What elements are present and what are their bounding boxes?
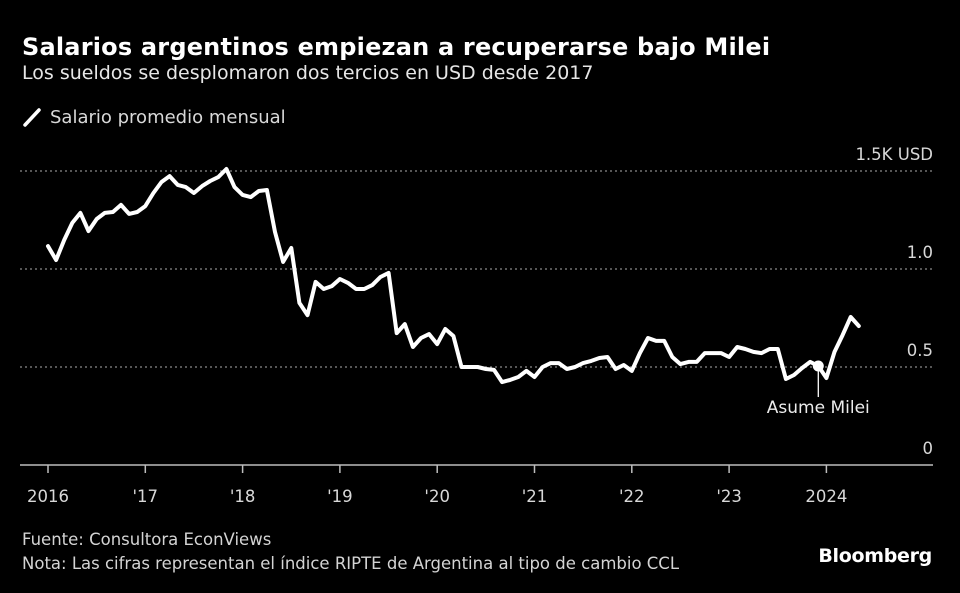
- gridlines: [20, 170, 933, 368]
- annotation-marker: [812, 360, 824, 372]
- line-slash-icon: [23, 108, 41, 127]
- x-tick-label: '19: [327, 487, 353, 506]
- x-tick-label: 2024: [805, 487, 847, 506]
- y-axis-labels: 1.5K USD 1.0 0.5 0: [855, 145, 933, 458]
- x-tick-label: 2016: [27, 487, 69, 506]
- bloomberg-logo: Bloomberg: [818, 545, 932, 567]
- footnote: Nota: Las cifras representan el índice R…: [22, 554, 680, 573]
- legend: Salario promedio mensual: [22, 104, 286, 130]
- y-tick-label: 1.0: [907, 243, 933, 262]
- chart-subtitle: Los sueldos se desplomaron dos tercios e…: [22, 62, 594, 84]
- y-tick-label: 0.5: [907, 341, 933, 360]
- x-tick-label: '17: [133, 487, 159, 506]
- x-tick-label: '23: [716, 487, 742, 506]
- series-line-salario: [46, 167, 861, 385]
- chart-title: Salarios argentinos empiezan a recuperar…: [22, 33, 771, 61]
- source-note: Fuente: Consultora EconViews: [22, 530, 272, 549]
- x-tick-label: '21: [522, 487, 548, 506]
- x-tick-label: '20: [424, 487, 450, 506]
- legend-label: Salario promedio mensual: [50, 106, 286, 128]
- x-axis: 2016 '17 '18 '19 '20 '21 '22 '23 2024: [20, 464, 933, 506]
- y-tick-label: 1.5K USD: [855, 145, 933, 164]
- x-tick-label: '22: [619, 487, 645, 506]
- y-tick-label: 0: [923, 439, 934, 458]
- x-tick-label: '18: [230, 487, 256, 506]
- annotation-label: Asume Milei: [767, 398, 870, 418]
- annotations: Asume Milei: [767, 360, 870, 418]
- series-points: [48, 169, 859, 382]
